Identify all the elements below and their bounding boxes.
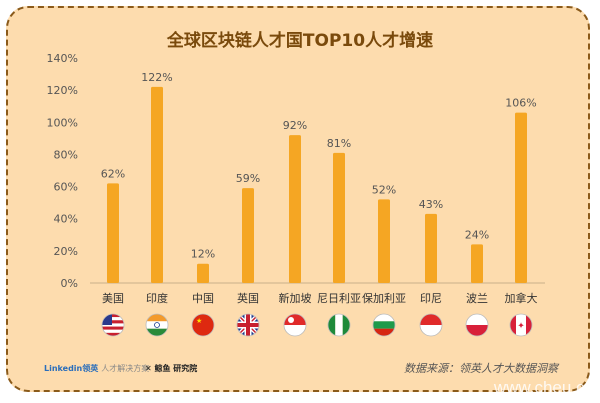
bar-2	[197, 263, 209, 283]
category-label: 尼日利亚	[317, 292, 361, 305]
data-label: 62%	[101, 167, 125, 180]
bar-8	[471, 244, 483, 283]
linkedin-logo-text: Linkedin领英	[44, 364, 99, 373]
category-label: 印尼	[420, 292, 442, 305]
svg-text:★: ★	[196, 317, 202, 325]
bar-9	[515, 112, 527, 284]
bulgaria-flag-icon	[372, 313, 396, 337]
bar-7	[425, 213, 437, 283]
y-tick-label: 80%	[54, 148, 78, 161]
uk-flag-icon	[236, 313, 260, 337]
category-label: 中国	[192, 292, 214, 305]
singapore-flag-icon	[283, 313, 307, 337]
bar-5	[333, 152, 345, 283]
bar-1	[151, 86, 163, 283]
category-label: 美国	[102, 292, 124, 305]
bar-0	[107, 183, 119, 283]
data-label: 43%	[419, 198, 443, 211]
category-label: 保加利亚	[362, 291, 406, 305]
data-label: 92%	[283, 119, 307, 132]
category-label: 新加坡	[279, 291, 312, 305]
y-tick-label: 100%	[47, 116, 78, 129]
data-label: 12%	[191, 248, 215, 261]
data-label: 52%	[372, 183, 396, 196]
research-logo: ✕ 鲸鱼 研究院	[145, 364, 198, 373]
nigeria-flag-icon	[327, 313, 351, 337]
bar-6	[378, 199, 390, 283]
y-tick-label: 140%	[47, 52, 78, 65]
watermark: www.cheu.cn	[493, 378, 594, 397]
bar-4	[289, 135, 301, 283]
data-label: 122%	[141, 71, 172, 84]
category-label: 波兰	[466, 292, 488, 305]
data-label: 106%	[505, 97, 536, 110]
chart-title: 全球区块链人才国TOP10人才增速	[166, 31, 434, 51]
data-label: 59%	[236, 172, 260, 185]
data-source: 数据来源：领英人才大数据洞察	[404, 362, 558, 375]
canada-flag-icon: ✦	[509, 313, 533, 337]
data-label: 24%	[465, 228, 489, 241]
y-tick-label: 120%	[47, 84, 78, 97]
data-label: 81%	[327, 137, 351, 150]
svg-text:✦: ✦	[517, 322, 525, 332]
y-tick-label: 60%	[54, 181, 78, 194]
category-label: 印度	[146, 291, 168, 305]
poland-flag-icon	[465, 313, 489, 337]
category-label: 英国	[237, 291, 259, 305]
y-tick-label: 40%	[54, 213, 78, 226]
bar-3	[242, 188, 254, 283]
y-tick-label: 20%	[54, 245, 78, 258]
india-flag-icon	[145, 313, 169, 337]
category-label: 加拿大	[505, 291, 538, 305]
china-flag-icon: ★	[191, 313, 215, 337]
us-flag-icon	[101, 313, 125, 337]
linkedin-logo-sub: 人才解决方案	[101, 364, 150, 373]
indonesia-flag-icon	[419, 313, 443, 337]
y-tick-label: 0%	[61, 277, 78, 290]
linkedin-logo: Linkedin领英 人才解决方案	[44, 363, 149, 374]
